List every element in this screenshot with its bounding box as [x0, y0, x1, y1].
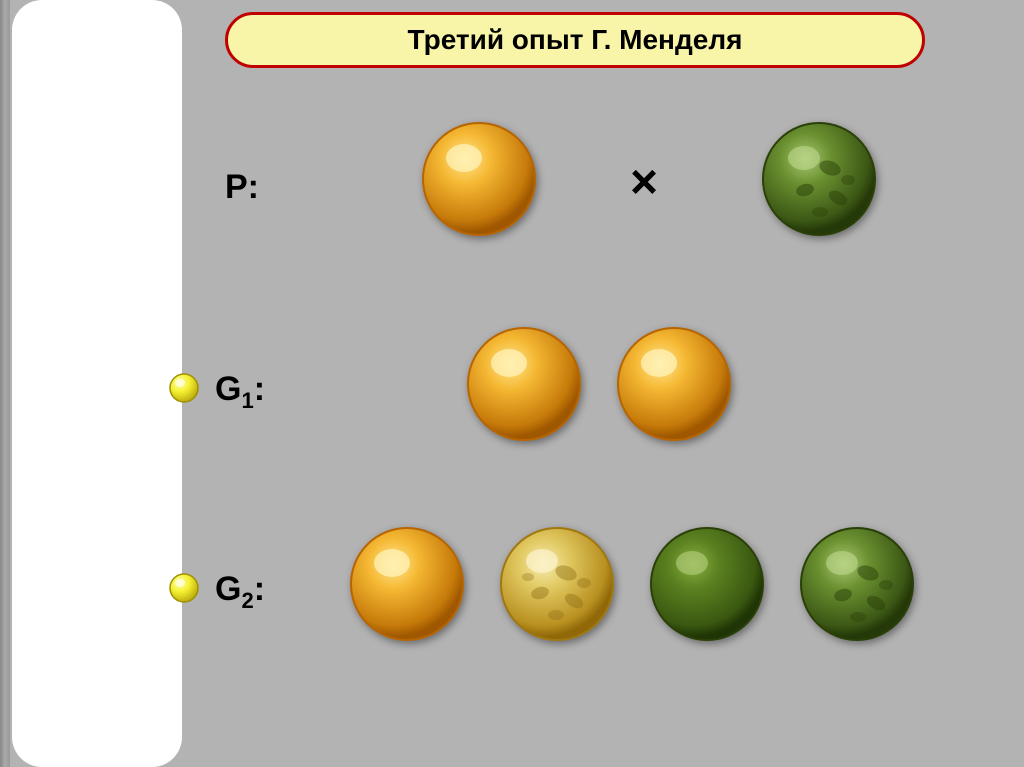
g2-green-smooth [648, 525, 766, 643]
g1-yellow-1 [465, 325, 583, 443]
bullet-g2 [168, 572, 200, 604]
g2-yellow-smooth [348, 525, 466, 643]
label-g2: G2: [215, 570, 265, 614]
parent-yellow-smooth [420, 120, 538, 238]
title-box: Третий опыт Г. Менделя [225, 12, 925, 68]
label-g1: G1: [215, 370, 265, 414]
title-text: Третий опыт Г. Менделя [408, 24, 743, 56]
bullet-g1 [168, 372, 200, 404]
g2-green-wrinkled [798, 525, 916, 643]
label-p: P: [225, 168, 259, 207]
cross-symbol: × [630, 155, 658, 210]
parent-green-wrinkled [760, 120, 878, 238]
sidebar-panel [12, 0, 182, 767]
g1-yellow-2 [615, 325, 733, 443]
g2-yellow-wrinkled [498, 525, 616, 643]
frame-edge [0, 0, 10, 767]
